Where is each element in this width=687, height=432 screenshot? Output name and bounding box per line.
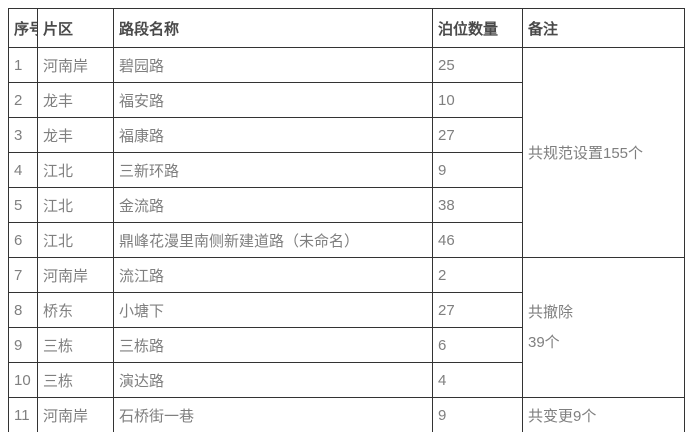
header-district: 片区 [37, 8, 114, 48]
cell-count: 27 [432, 117, 523, 153]
table-row: 11 河南岸 石桥街一巷 9 共变更9个 [8, 397, 685, 432]
cell-no: 7 [8, 257, 38, 293]
cell-district: 河南岸 [37, 47, 114, 83]
header-count: 泊位数量 [432, 8, 523, 48]
cell-district: 江北 [37, 187, 114, 223]
table-row: 7 河南岸 流江路 2 共撤除 39个 [8, 257, 685, 398]
table-header-row: 序号 片区 路段名称 泊位数量 备注 [8, 8, 685, 48]
cell-district: 江北 [37, 222, 114, 258]
cell-district: 河南岸 [37, 257, 114, 293]
cell-count: 6 [432, 327, 523, 363]
cell-road: 福康路 [113, 117, 433, 153]
cell-road: 金流路 [113, 187, 433, 223]
cell-no: 3 [8, 117, 38, 153]
header-road: 路段名称 [113, 8, 433, 48]
cell-remark-removed-group: 共撤除 39个 [522, 257, 685, 398]
cell-no: 6 [8, 222, 38, 258]
cell-road: 演达路 [113, 362, 433, 398]
table-row: 9 三栋 三栋路 6 [8, 327, 685, 363]
cell-count: 38 [432, 187, 523, 223]
cell-district: 桥东 [37, 292, 114, 328]
cell-count: 27 [432, 292, 523, 328]
cell-district: 龙丰 [37, 82, 114, 118]
cell-remark-setup-group: 共规范设置155个 [522, 47, 685, 258]
cell-no: 10 [8, 362, 38, 398]
header-no: 序号 [8, 8, 38, 48]
cell-road: 福安路 [113, 82, 433, 118]
cell-count: 25 [432, 47, 523, 83]
cell-district: 河南岸 [37, 397, 114, 432]
remark-removed-line2: 39个 [528, 333, 560, 351]
cell-count: 10 [432, 82, 523, 118]
table-row: 2 龙丰 福安路 10 [8, 82, 685, 118]
cell-no: 9 [8, 327, 38, 363]
cell-remark-changed: 共变更9个 [522, 397, 685, 432]
header-remark: 备注 [522, 8, 685, 48]
cell-count: 9 [432, 397, 523, 432]
cell-no: 2 [8, 82, 38, 118]
cell-district: 江北 [37, 152, 114, 188]
table-row: 10 三栋 演达路 4 [8, 362, 685, 398]
table-row: 4 江北 三新环路 9 [8, 152, 685, 188]
cell-road: 石桥街一巷 [113, 397, 433, 432]
cell-road: 碧园路 [113, 47, 433, 83]
table-row: 1 河南岸 碧园路 25 共规范设置155个 [8, 47, 685, 258]
cell-no: 8 [8, 292, 38, 328]
table-row: 3 龙丰 福康路 27 [8, 117, 685, 153]
cell-district: 三栋 [37, 362, 114, 398]
cell-no: 5 [8, 187, 38, 223]
cell-count: 2 [432, 257, 523, 293]
cell-road: 三新环路 [113, 152, 433, 188]
cell-district: 龙丰 [37, 117, 114, 153]
cell-road: 小塘下 [113, 292, 433, 328]
cell-district: 三栋 [37, 327, 114, 363]
cell-count: 4 [432, 362, 523, 398]
cell-road: 鼎峰花漫里南侧新建道路（未命名） [113, 222, 433, 258]
cell-count: 9 [432, 152, 523, 188]
cell-road: 流江路 [113, 257, 433, 293]
cell-road: 三栋路 [113, 327, 433, 363]
cell-no: 4 [8, 152, 38, 188]
cell-no: 1 [8, 47, 38, 83]
cell-count: 46 [432, 222, 523, 258]
remark-removed-line1: 共撤除 [528, 303, 574, 321]
parking-berth-table: 序号 片区 路段名称 泊位数量 备注 1 河南岸 碧园路 25 共规范设置155… [8, 8, 685, 432]
cell-no: 11 [8, 397, 38, 432]
